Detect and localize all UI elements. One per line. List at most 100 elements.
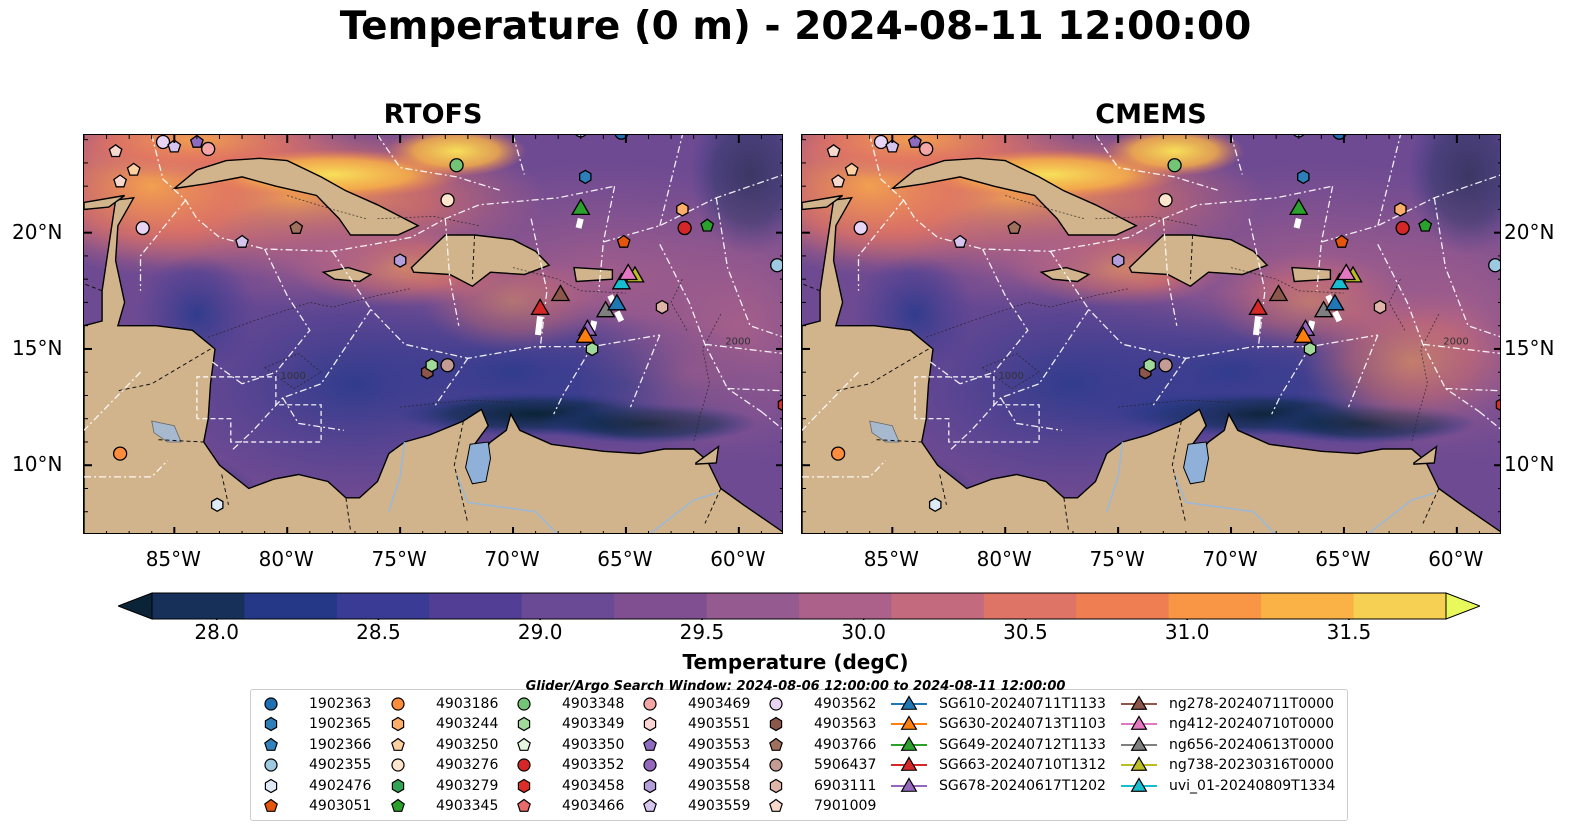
legend-item: 1902366 [257,734,371,755]
argo-float-4902355[interactable] [770,258,783,273]
argo-float-4903558[interactable] [393,253,407,268]
argo-float-4903559[interactable] [885,139,900,153]
argo-float-4903553[interactable] [189,135,204,148]
argo-float-4903349[interactable] [1303,341,1317,357]
argo-float-4903553[interactable] [907,135,922,148]
argo-float-4903562-b[interactable] [135,220,150,236]
argo-float-4903469[interactable] [201,141,216,157]
argo-float-4903051[interactable] [616,234,631,248]
argo-float-7901009-b[interactable] [113,174,128,188]
argo-float-4903051[interactable] [1334,234,1349,248]
argo-float-5906437[interactable] [1158,358,1173,373]
argo-float-6903111[interactable] [1373,299,1387,315]
legend-item-label: 4903186 [436,695,499,712]
argo-float-4903349-b[interactable] [1143,357,1157,373]
glider-ng278-20240711T0000[interactable] [1268,284,1289,302]
triangle-icon [887,735,939,755]
glider-SG663-20240710T1312[interactable] [1248,298,1268,316]
argo-float-4903276[interactable] [1158,192,1173,208]
argo-float-7901009-b[interactable] [831,174,846,188]
legend: 1902363 1902365 1902366 4902355 4902476 49030… [250,689,1348,821]
glider-SG610-20240711T1133[interactable] [1325,293,1345,311]
map-canvas[interactable]: 1000 2000 [84,135,783,534]
glider-SG630-20240713T1103[interactable] [1293,326,1314,343]
glider-SG663-20240710T1312[interactable] [530,298,550,316]
lon-tick-label: 75°W [371,547,427,571]
lon-tick-label: 60°W [710,547,766,571]
legend-item-label: 5906437 [814,757,877,773]
colorbar-tick-label: 29.0 [517,620,563,644]
argo-float-1902365[interactable] [579,169,592,185]
colorbar-label: Temperature (degC) [682,650,909,674]
argo-float-4903244[interactable] [676,202,689,217]
argo-float-4903458[interactable] [1495,398,1501,411]
argo-float-4903766[interactable] [289,220,304,234]
argo-float-4903562[interactable] [873,135,889,150]
legend-item: SG649-20240712T1133 [887,734,1106,755]
argo-float-4903345[interactable] [1418,218,1433,232]
argo-float-4903559-b[interactable] [235,234,249,248]
argo-float-4902476[interactable] [210,497,224,513]
argo-float-1902363[interactable] [1332,135,1347,140]
argo-float-4903458[interactable] [777,398,783,411]
argo-float-4903352[interactable] [1395,220,1410,236]
argo-float-4903558[interactable] [1111,253,1125,268]
argo-float-4903349[interactable] [585,341,599,357]
argo-float-4903559-b[interactable] [953,234,967,248]
colorbar-tick-label: 29.5 [679,620,725,644]
glider-uvi_01-20240809T1334[interactable] [1329,272,1350,290]
argo-float-1902365[interactable] [1297,169,1310,185]
argo-float-4903250[interactable] [844,162,859,176]
legend-item: 4903458 [510,775,624,796]
argo-float-5906437[interactable] [440,358,455,373]
argo-float-4903348[interactable] [449,158,464,173]
lon-tick-label: 70°W [484,547,540,571]
glider-ng412-20240710T0000[interactable] [618,263,639,281]
map-panel-rtofs[interactable]: 1000 2000 [83,134,783,534]
legend-item-label: ng412-20240710T0000 [1169,716,1334,732]
argo-float-7901009[interactable] [108,143,123,158]
argo-float-4903349-b[interactable] [425,357,439,373]
glider-uvi_01-20240809T1334[interactable] [611,272,632,290]
bathymetry-contours: 1000 2000 [208,195,751,443]
argo-float-4903250[interactable] [126,162,141,176]
glider-ng278-20240711T0000[interactable] [550,284,571,302]
argo-float-4903562-b[interactable] [853,220,868,236]
argo-float-4903186[interactable] [830,446,846,461]
argo-float-7901009[interactable] [826,143,841,158]
argo-float-4903352[interactable] [677,220,692,236]
argo-float-4903186[interactable] [112,446,128,461]
map-canvas[interactable]: 1000 2000 [802,135,1501,534]
glider-SG630-20240713T1103[interactable] [575,326,596,343]
legend-item: 4903559 [636,796,750,817]
legend-item: 1902363 [257,693,371,714]
argo-float-1902363[interactable] [614,135,629,140]
legend-item: SG678-20240617T1202 [887,775,1106,796]
legend-item: ng738-20230316T0000 [1117,755,1334,776]
glider-SG649-20240712T1133[interactable] [570,198,591,216]
glider-ng412-20240710T0000[interactable] [1336,263,1357,281]
legend-item: ng656-20240613T0000 [1117,734,1334,755]
argo-float-4903559[interactable] [167,139,182,153]
map-panel-cmems[interactable]: 1000 2000 [801,134,1501,534]
circle-icon [636,755,688,775]
argo-float-4902476[interactable] [928,497,942,513]
argo-float-6903111[interactable] [655,299,669,315]
argo-float-4903244[interactable] [1394,202,1407,217]
argo-float-4903766[interactable] [1007,220,1022,234]
glider-SG649-20240712T1133[interactable] [1288,198,1309,216]
legend-item: 4903345 [384,796,498,817]
argo-float-4902355[interactable] [1488,258,1501,273]
argo-float-4903348[interactable] [1167,158,1182,173]
legend-item-label: 4903562 [814,695,877,712]
argo-float-4903276[interactable] [440,192,455,208]
colorbar-segment [521,593,615,619]
argo-float-4903562[interactable] [155,135,171,150]
glider-SG610-20240711T1133[interactable] [607,293,627,311]
argo-float-4903469[interactable] [919,141,934,157]
argo-float-4903345[interactable] [700,218,715,232]
lon-tick-label: 60°W [1428,547,1484,571]
legend-item-label: 1902365 [309,716,372,732]
legend-item: 4903352 [510,755,624,776]
legend-item-label: 4903551 [688,716,751,732]
